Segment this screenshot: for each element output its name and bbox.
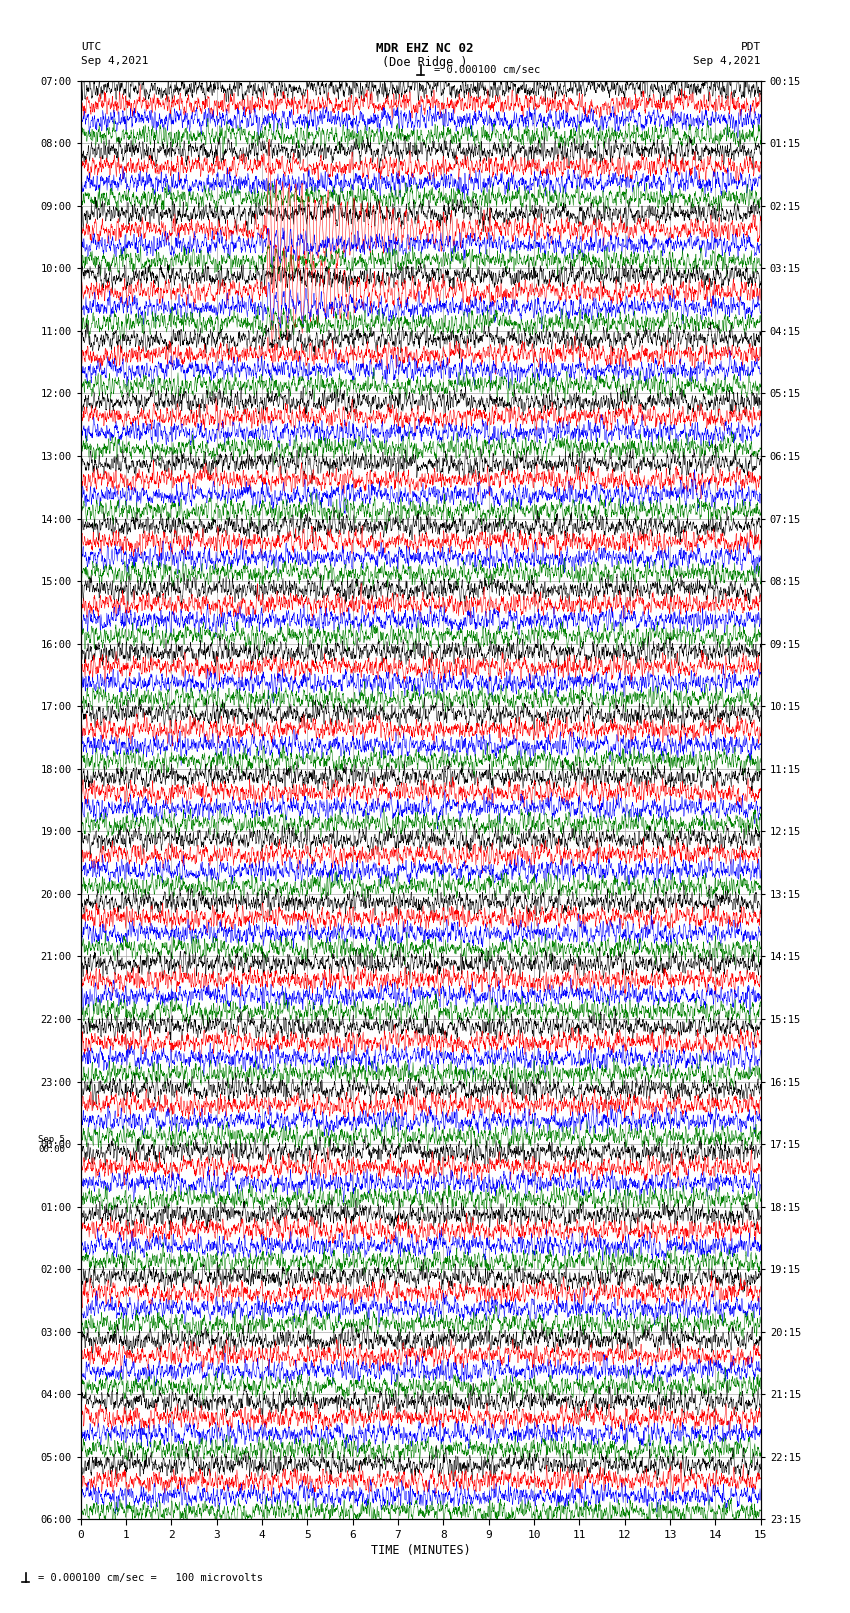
Text: (Doe Ridge ): (Doe Ridge ) xyxy=(382,56,468,69)
Text: = 0.000100 cm/sec =   100 microvolts: = 0.000100 cm/sec = 100 microvolts xyxy=(38,1573,264,1582)
Text: PDT: PDT xyxy=(740,42,761,52)
Text: = 0.000100 cm/sec: = 0.000100 cm/sec xyxy=(434,65,540,76)
Text: UTC: UTC xyxy=(81,42,101,52)
Text: Sep 4,2021: Sep 4,2021 xyxy=(694,56,761,66)
X-axis label: TIME (MINUTES): TIME (MINUTES) xyxy=(371,1544,471,1557)
Text: MDR EHZ NC 02: MDR EHZ NC 02 xyxy=(377,42,473,55)
Text: Sep 5
00:00: Sep 5 00:00 xyxy=(38,1134,65,1155)
Text: Sep 4,2021: Sep 4,2021 xyxy=(81,56,148,66)
